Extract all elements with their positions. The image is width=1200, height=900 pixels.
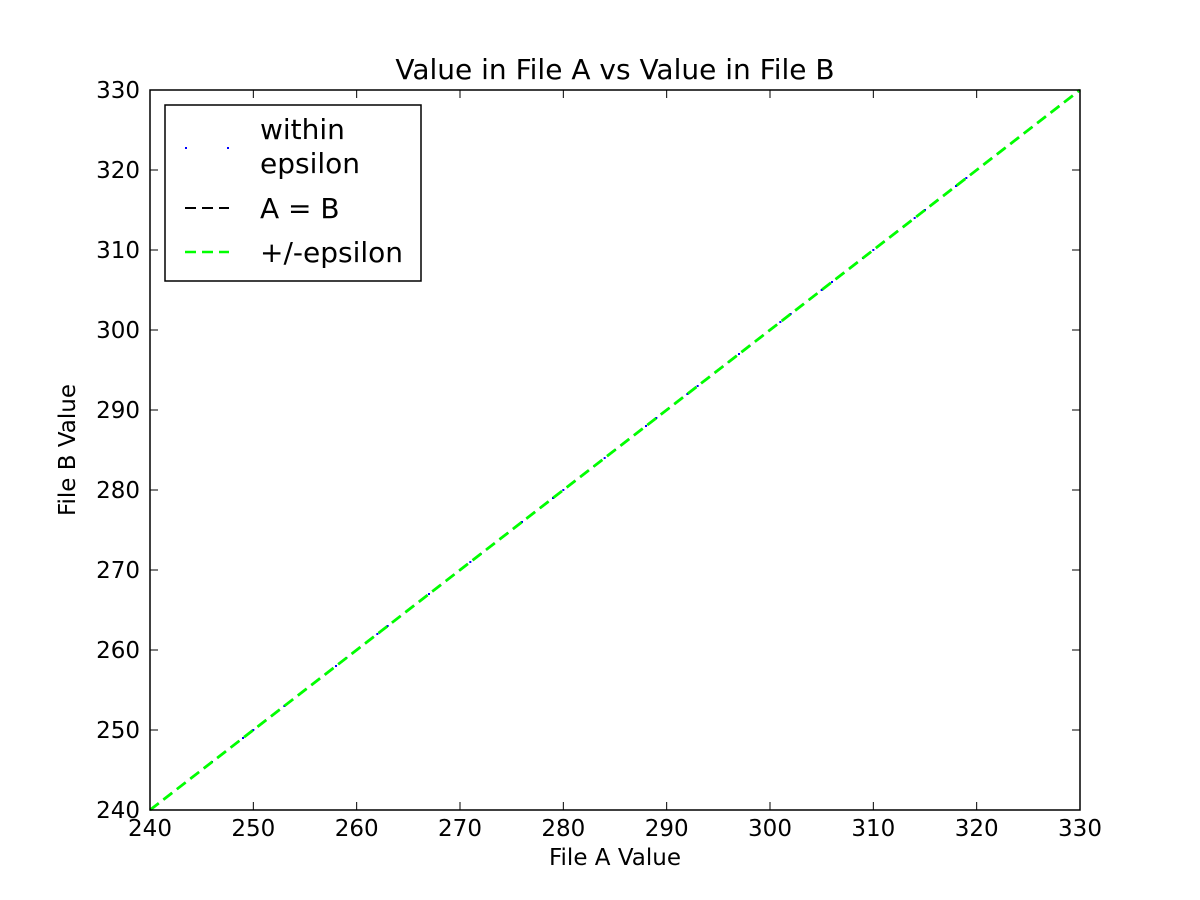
legend-marker	[185, 147, 187, 149]
x-tick-label: 250	[231, 816, 275, 842]
data-point	[831, 281, 833, 283]
data-point	[469, 561, 472, 563]
data-point	[283, 705, 286, 707]
y-tick-label: 260	[96, 638, 140, 664]
data-point	[820, 289, 823, 291]
chart-title: Value in File A vs Value in File B	[395, 53, 834, 86]
y-tick-label: 300	[96, 318, 140, 344]
x-tick-label: 330	[1058, 816, 1102, 842]
data-point	[655, 417, 658, 419]
y-tick-label: 250	[96, 718, 140, 744]
data-point	[696, 385, 699, 387]
data-point	[789, 313, 792, 315]
data-point	[552, 497, 554, 499]
legend-label: +/-epsilon	[260, 236, 403, 269]
data-point	[955, 185, 957, 187]
data-point	[913, 217, 916, 219]
x-tick-label: 320	[955, 816, 999, 842]
x-tick-label: 310	[851, 816, 895, 842]
y-tick-label: 280	[96, 478, 140, 504]
data-point	[335, 665, 337, 667]
data-point	[686, 393, 689, 395]
x-tick-label: 260	[335, 816, 379, 842]
data-point	[779, 321, 782, 323]
x-axis-label: File A Value	[549, 845, 681, 871]
data-point	[965, 177, 968, 179]
x-tick-label: 240	[128, 816, 172, 842]
x-tick-label: 290	[645, 816, 689, 842]
data-point	[562, 489, 565, 491]
legend-label: within	[260, 113, 345, 146]
y-tick-label: 330	[96, 78, 140, 104]
y-tick-label: 290	[96, 398, 140, 424]
data-point	[376, 633, 379, 635]
y-tick-label: 320	[96, 158, 140, 184]
legend-label: epsilon	[260, 147, 360, 180]
y-tick-label: 270	[96, 558, 140, 584]
data-point	[386, 625, 389, 627]
data-point	[738, 353, 740, 355]
axes: 240 250 260 270 280 290 300 310 320 330 240 250 260 2…	[96, 78, 1102, 842]
y-tick-label: 310	[96, 238, 140, 264]
data-point	[242, 737, 244, 739]
x-tick-label: 280	[541, 816, 585, 842]
data-point	[645, 425, 647, 427]
plot-frame	[149, 89, 1081, 811]
data-point	[924, 209, 926, 211]
data-point	[872, 249, 875, 251]
legend-label: A = B	[260, 192, 340, 225]
data-point	[428, 593, 430, 595]
data-point	[252, 729, 255, 731]
series-line-2	[149, 88, 1081, 812]
data-point	[603, 457, 606, 459]
plot-area	[149, 88, 1081, 812]
legend-marker	[227, 147, 229, 149]
data-point	[521, 521, 523, 523]
y-tick-label: 240	[96, 798, 140, 824]
y-axis-label: File B Value	[55, 384, 81, 516]
x-tick-label: 270	[438, 816, 482, 842]
x-tick-label: 300	[748, 816, 792, 842]
